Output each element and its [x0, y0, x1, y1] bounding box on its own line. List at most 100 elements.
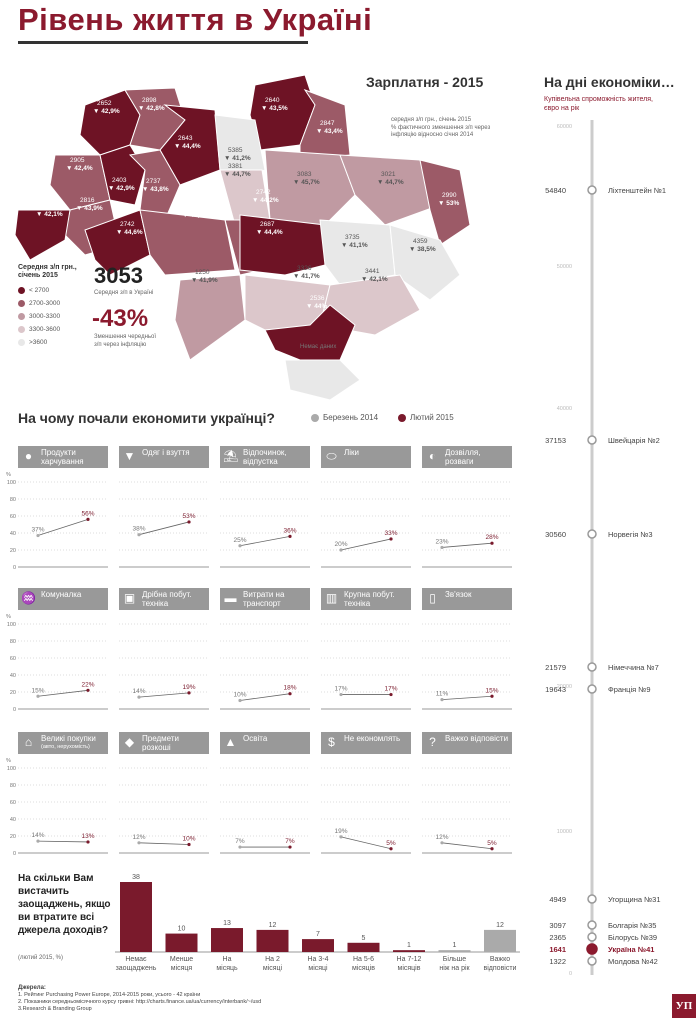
trend-line: [340, 538, 392, 551]
trend-line: [239, 693, 291, 701]
label-feb: 36%: [283, 527, 296, 534]
timeline-tick: 20000: [557, 684, 572, 690]
region-drop: ▼ 41,9%: [191, 277, 218, 284]
label-march: 25%: [233, 537, 246, 544]
bar: [211, 928, 243, 952]
country-value: 37153: [545, 436, 566, 445]
map-region: [389, 224, 461, 301]
legend-dot-feb: [398, 413, 406, 422]
region-salary: 2742: [256, 189, 271, 196]
bar-value: 13: [223, 920, 231, 927]
timeline-tick: 40000: [557, 406, 572, 412]
diamond-icon: ◆: [124, 735, 135, 749]
region-salary: 2742: [120, 221, 135, 228]
trend-line: [37, 689, 89, 697]
axis-unit: %: [6, 614, 11, 620]
country-label: Ліхтенштейн №1: [608, 186, 666, 195]
y-tick: 0: [13, 851, 16, 857]
category-sub: (авто, нерухомість): [41, 744, 90, 750]
source-line: 3.Research & Branding Group: [18, 1006, 92, 1012]
point-feb: [187, 520, 191, 524]
label-march: 19%: [334, 828, 347, 835]
y-tick: 100: [7, 766, 16, 772]
point-march: [440, 841, 444, 845]
y-tick: 20: [10, 834, 16, 840]
region-salary: 1250: [195, 269, 210, 276]
label-feb: 19%: [182, 684, 195, 691]
bar-category: Немає заощаджень: [116, 956, 157, 972]
legend-label-march: Березень 2014: [323, 413, 379, 422]
bar-category: На 3-4 місяці: [307, 956, 328, 972]
point-march: [137, 841, 141, 845]
region-salary: 3381: [228, 163, 243, 170]
sources: Джерела: 1. Рейтинг Purchasing Power Eur…: [18, 985, 538, 1013]
point-feb: [86, 688, 90, 692]
legend-label-feb: Лютий 2015: [410, 413, 454, 422]
label-march: 23%: [435, 538, 448, 545]
savings-mini-chart: 20% 33%: [321, 481, 411, 568]
trend-line: [37, 840, 89, 843]
timeline-marker: [587, 894, 597, 904]
point-feb: [187, 842, 191, 847]
y-tick: 100: [7, 622, 16, 628]
region-drop: ▼ 41,2%: [224, 155, 251, 162]
map-region: [139, 209, 236, 276]
region-drop: ▼ 43,8%: [142, 186, 169, 193]
map-region: [239, 214, 326, 276]
category-13: ▲ Освіта: [220, 732, 310, 754]
region-drop: ▼ 43,9%: [76, 205, 103, 212]
savings-mini-chart: % 100 80 60 40 20 0 14% 13%: [6, 758, 108, 857]
country-value: 2365: [549, 933, 566, 942]
map-legend-item: >3600: [18, 336, 88, 349]
bar: [120, 882, 152, 952]
point-feb: [389, 537, 393, 541]
savings-mini-chart: 17% 17%: [321, 623, 411, 710]
survival-subtitle: (лютий 2015, %): [18, 955, 63, 961]
bar: [484, 929, 516, 952]
region-salary: 3735: [345, 234, 360, 241]
point-feb: [187, 691, 191, 695]
title-divider: [18, 41, 308, 44]
point-march: [339, 692, 343, 697]
map-legend-item: < 2700: [18, 284, 88, 297]
region-salary: 2737: [146, 178, 161, 185]
region-salary: 2905: [70, 157, 85, 164]
country-value: 3097: [549, 921, 566, 930]
region-drop: ▼ 45,7%: [293, 179, 320, 186]
category-6: ♒ Комуналка: [18, 588, 108, 610]
legend-swatch: [18, 338, 25, 346]
region-salary: 2990: [442, 192, 457, 199]
dollar-icon: $: [328, 735, 335, 749]
bar-category: На 2 місяці: [263, 956, 283, 972]
map-region: [14, 209, 71, 261]
bar: [256, 929, 289, 952]
country-label: Швейцарія №2: [608, 436, 660, 445]
source-line: 1. Рейтинг Purchasing Power Europe, 2014…: [18, 992, 201, 998]
savings-mini-chart: % 100 80 60 40 20 0 15% 22%: [6, 614, 108, 713]
map-legend-title: Середня з/п грн., січень 2015: [18, 264, 77, 279]
category-label: Продукти харчування: [41, 448, 84, 466]
trend-line: [239, 536, 291, 547]
timeline-marker: [587, 435, 597, 445]
logo: УП: [672, 994, 696, 1018]
label-feb: 33%: [384, 530, 397, 537]
region-drop: ▼ 41,7%: [293, 273, 320, 280]
region-salary: 3326: [297, 265, 312, 272]
category-15: ? Важко відповісти: [422, 732, 512, 754]
y-tick: 20: [10, 690, 16, 696]
category-label: Витрати на транспорт: [243, 590, 285, 608]
bar: [347, 942, 380, 952]
region-drop: ▼ 38,5%: [409, 246, 436, 253]
legend-swatch: [18, 286, 25, 294]
region-drop: ▼ 44,4%: [256, 229, 283, 236]
point-march: [36, 839, 40, 843]
region-drop: ▼ 43,4%: [316, 128, 343, 135]
bar-category: На 7-12 місяців: [397, 956, 422, 972]
category-label: Ліки: [344, 448, 359, 457]
map-region: [99, 144, 146, 206]
point-feb: [490, 694, 494, 698]
apple-icon: ●: [24, 449, 33, 463]
y-tick: 0: [13, 565, 16, 571]
bar-category: Менше місяця: [170, 956, 193, 972]
map-note-drop: % фактичного зменшення з/п через інфляці…: [391, 125, 491, 138]
